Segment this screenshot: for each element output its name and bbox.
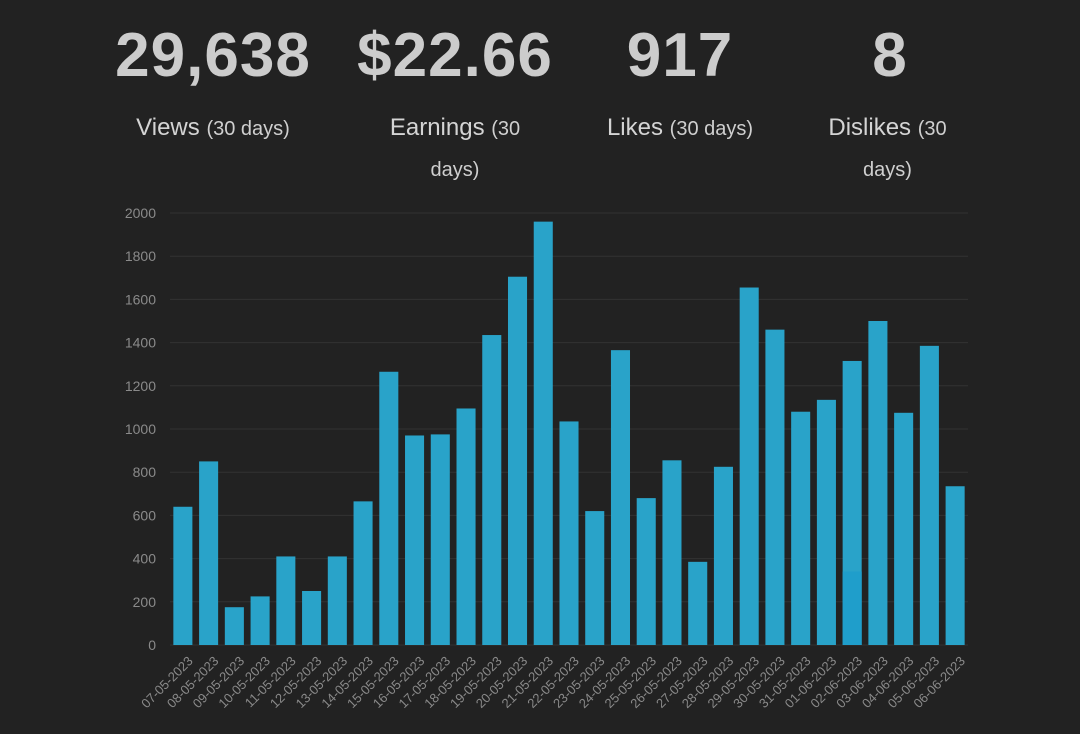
views-period: (30 days) — [206, 118, 290, 140]
y-tick-label: 1400 — [125, 335, 156, 351]
bar-highlight-segment — [842, 571, 862, 645]
earnings-stat: $22.66 Earnings (30 days) — [350, 18, 560, 190]
bar-28-05-2023[interactable] — [713, 466, 733, 645]
dislikes-value: 8 — [872, 21, 908, 90]
likes-label-text: Likes — [606, 114, 663, 141]
bar-21-05-2023[interactable] — [533, 221, 553, 645]
views-label: Views (30 days) — [108, 108, 318, 149]
dislikes-label-text: Dislikes — [828, 114, 912, 141]
bar-14-05-2023[interactable] — [353, 501, 373, 645]
likes-value: 917 — [626, 21, 734, 90]
bar-23-05-2023[interactable] — [585, 511, 605, 645]
views-stat: 29,638 Views (30 days) — [108, 18, 318, 149]
bar-05-06-2023[interactable] — [919, 345, 939, 645]
bar-17-05-2023[interactable] — [430, 434, 450, 645]
bar-13-05-2023[interactable] — [327, 556, 347, 645]
bar-20-05-2023[interactable] — [507, 276, 528, 645]
dislikes-label: Dislikes (30 days) — [820, 108, 955, 190]
bar-10-05-2023[interactable] — [250, 596, 270, 645]
y-tick-label: 1600 — [125, 291, 156, 307]
dislikes-period: (30 days) — [863, 118, 947, 181]
bar-12-05-2023[interactable] — [302, 591, 322, 645]
y-tick-label: 2000 — [125, 205, 156, 221]
earnings-value: $22.66 — [357, 21, 553, 90]
bar-25-05-2023[interactable] — [636, 498, 656, 645]
bar-11-05-2023[interactable] — [276, 556, 296, 645]
bar-19-05-2023[interactable] — [482, 335, 502, 645]
y-tick-label: 600 — [133, 507, 157, 523]
bar-22-05-2023[interactable] — [559, 421, 579, 645]
y-tick-label: 1000 — [125, 421, 156, 437]
bar-01-06-2023[interactable] — [816, 399, 836, 645]
y-tick-label: 400 — [133, 551, 157, 567]
earnings-period: (30 days) — [430, 118, 521, 181]
bar-31-05-2023[interactable] — [791, 411, 811, 645]
bar-09-05-2023[interactable] — [224, 607, 244, 645]
earnings-label-text: Earnings — [389, 114, 485, 141]
bars — [173, 221, 965, 645]
bar-04-06-2023[interactable] — [894, 412, 914, 645]
bar-27-05-2023[interactable] — [688, 561, 708, 645]
likes-label: Likes (30 days) — [575, 108, 785, 149]
bar-15-05-2023[interactable] — [379, 371, 399, 645]
bar-06-06-2023[interactable] — [945, 486, 965, 645]
bar-26-05-2023[interactable] — [662, 460, 682, 645]
bar-03-06-2023[interactable] — [868, 321, 888, 645]
y-axis-ticks: 0 200 400 600 800 1000 1200 1400 1600 1800 2000 — [125, 205, 156, 653]
bar-24-05-2023[interactable] — [610, 350, 631, 645]
y-tick-label: 0 — [148, 637, 156, 653]
likes-period: (30 days) — [669, 118, 754, 140]
views-label-text: Views — [136, 114, 200, 141]
views-value: 29,638 — [115, 21, 311, 90]
bar-07-05-2023[interactable] — [173, 506, 193, 645]
x-axis-ticks: 07-05-202308-05-202309-05-202310-05-2023… — [138, 653, 968, 711]
bar-08-05-2023[interactable] — [199, 461, 219, 645]
y-tick-label: 1800 — [125, 248, 156, 264]
y-tick-label: 800 — [133, 464, 157, 480]
y-tick-label: 200 — [133, 594, 157, 610]
bar-16-05-2023[interactable] — [405, 435, 425, 645]
bar-30-05-2023[interactable] — [765, 329, 785, 645]
bar-18-05-2023[interactable] — [456, 408, 476, 645]
bar-29-05-2023[interactable] — [739, 287, 759, 645]
dislikes-stat: 8 Dislikes (30 days) — [800, 18, 980, 190]
likes-stat: 917 Likes (30 days) — [575, 18, 785, 149]
earnings-label: Earnings (30 days) — [380, 108, 530, 190]
y-tick-label: 1200 — [125, 378, 156, 394]
